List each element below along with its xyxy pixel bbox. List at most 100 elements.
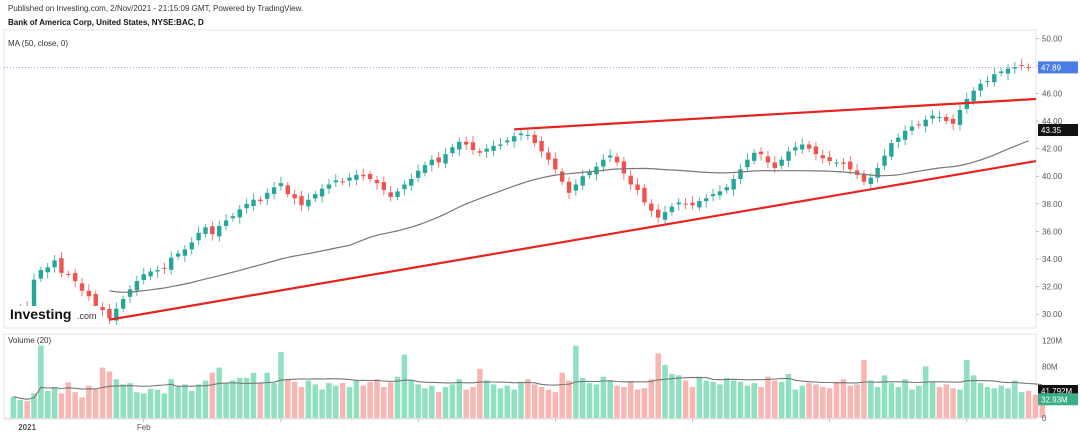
volume-bar [92, 389, 99, 418]
volume-bar [106, 371, 113, 418]
volume-bar [895, 386, 901, 418]
price-tick-label: 44.00 [1042, 117, 1063, 126]
volume-bar [538, 386, 545, 418]
volume-bar [17, 399, 24, 418]
volume-bar [703, 380, 709, 418]
candle-body [765, 156, 771, 163]
candle-body [580, 176, 585, 186]
volume-bar [1005, 388, 1011, 418]
volume-bar [271, 383, 277, 418]
volume-series [10, 345, 1046, 418]
candle-body [717, 191, 723, 196]
candle-body [429, 159, 435, 166]
candle-body [703, 198, 709, 202]
candle-body [443, 154, 448, 164]
volume-bar [305, 380, 312, 418]
candle-body [697, 201, 702, 208]
volume-bar [593, 384, 600, 418]
candlestick-series [11, 58, 1031, 325]
candle-body [724, 187, 729, 191]
candle-body [985, 81, 990, 83]
volume-bar [874, 386, 881, 418]
candle-body [38, 270, 44, 279]
candle-body [457, 141, 462, 150]
candle-body [168, 257, 174, 270]
candle-body [1019, 65, 1024, 67]
volume-bar [216, 367, 222, 418]
chart-title: Bank of America Corp, United States, NYS… [8, 18, 204, 27]
candle-body [402, 184, 407, 190]
candle-body [834, 162, 839, 164]
volume-tick-label: 0 [1042, 414, 1047, 423]
candle-body [299, 196, 304, 206]
volume-bar [497, 388, 504, 418]
volume-ma-line [13, 376, 1043, 400]
candle-body [409, 179, 414, 186]
candle-body [189, 242, 194, 250]
candle-body [244, 203, 249, 209]
volume-bar [243, 377, 250, 418]
volume-bar [682, 380, 689, 418]
candle-body [79, 283, 85, 291]
volume-bar [31, 393, 37, 418]
logo-text: Investing [10, 306, 71, 322]
volume-bar [765, 376, 771, 418]
volume-bar [744, 385, 751, 418]
volume-bar [86, 385, 92, 418]
candle-body [237, 209, 242, 218]
candle-body [937, 116, 942, 118]
volume-bar [957, 389, 963, 418]
volume-bar [161, 393, 168, 418]
volume-bar [127, 383, 133, 418]
volume-bar [847, 385, 853, 418]
candle-body [628, 175, 633, 185]
price-pane-frame [3, 29, 1037, 329]
volume-bar [559, 372, 565, 418]
candle-body [278, 183, 284, 187]
candle-body [450, 147, 455, 154]
candle-body [758, 151, 764, 155]
volume-bar [483, 380, 490, 418]
lower-trendline [109, 159, 1037, 321]
volume-bar [490, 384, 497, 418]
volume-bar [257, 383, 264, 418]
candle-body [566, 181, 572, 193]
volume-bar [970, 375, 977, 418]
moving-average-series [109, 140, 1029, 293]
candle-body [848, 161, 853, 170]
volume-bar [806, 383, 812, 418]
volume-bar [641, 388, 648, 418]
volume-bar [792, 389, 799, 418]
price-tick-label: 38.00 [1042, 200, 1063, 209]
volume-bar [881, 375, 888, 418]
candle-body [114, 308, 119, 321]
candle-body [1012, 67, 1018, 69]
candle-body [614, 156, 620, 163]
volume-bar [113, 379, 120, 418]
candle-body [635, 184, 640, 191]
candle-body [518, 133, 524, 136]
volume-bar [298, 386, 305, 418]
volume-bar [861, 359, 867, 418]
candle-body [971, 90, 976, 102]
candle-body [889, 143, 894, 157]
volume-bar [38, 345, 44, 418]
candle-body [601, 159, 606, 167]
price-tick-label: 34.00 [1042, 255, 1063, 264]
candle-body [313, 194, 318, 199]
candle-body [916, 124, 922, 126]
candle-body [203, 227, 208, 234]
volume-bar [724, 377, 730, 418]
candle-body [361, 174, 366, 177]
volume-bar [10, 396, 17, 418]
volume-bar [79, 397, 85, 418]
candle-body [587, 172, 592, 176]
candle-body [738, 169, 743, 179]
volume-bar [134, 392, 140, 418]
candle-body [271, 187, 277, 194]
volume-bar [545, 389, 552, 418]
volume-bar [189, 390, 195, 418]
volume-bar [65, 382, 72, 418]
volume-ma-series [13, 376, 1043, 400]
